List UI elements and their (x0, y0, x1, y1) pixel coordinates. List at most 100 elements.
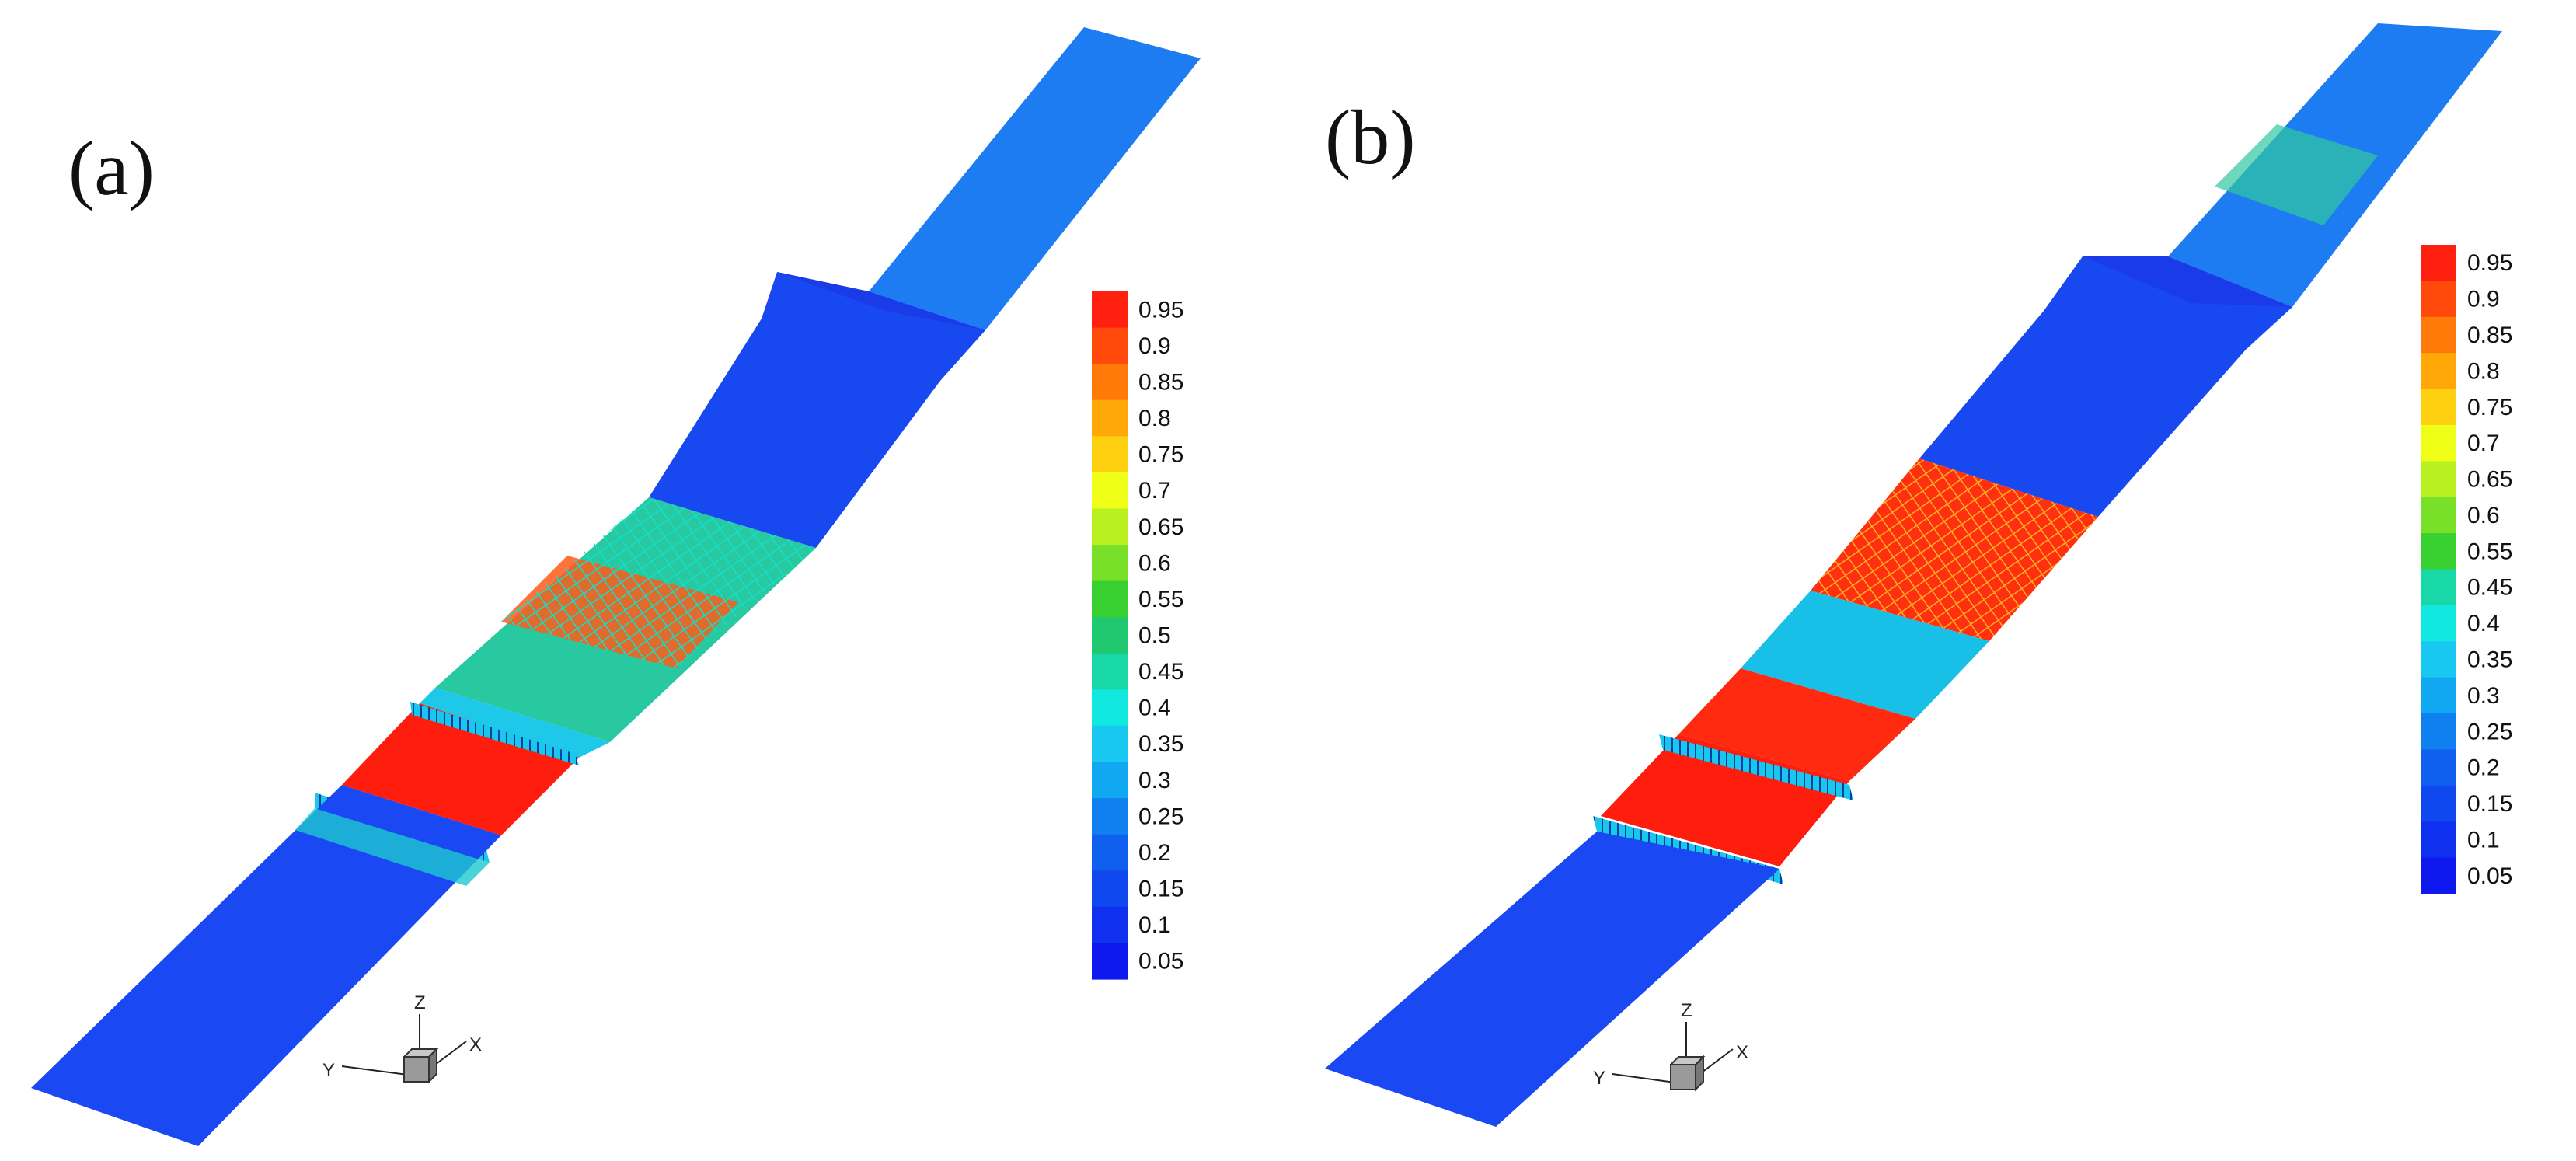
panel-b-colorbar-swatch (2421, 605, 2456, 642)
panel-b-colorbar-tick-label: 0.9 (2467, 287, 2500, 312)
panel-b-colorbar-swatch (2421, 821, 2456, 859)
panel-a-colorbar-tick-label: 0.35 (1138, 731, 1183, 757)
panel-b-colorbar-swatch (2421, 713, 2456, 751)
panel-a-colorbar-tick-label: 0.3 (1138, 768, 1171, 793)
panel-a-colorbar-swatch (1092, 762, 1128, 799)
panel-b-axes-triad: Z X Y (1593, 1000, 1748, 1092)
panel-a-colorbar-tick-label: 0.05 (1138, 949, 1183, 974)
panel-a: (a) 0.950.90.850.80.750.70.650.60.550.50… (31, 27, 1201, 1146)
panel-b-colorbar-tick-label: 0.55 (2467, 539, 2512, 564)
panel-b-colorbar-tick-label: 0.65 (2467, 467, 2512, 493)
panel-b-colorbar-swatch (2421, 245, 2456, 281)
panel-a-colorbar-swatch (1092, 545, 1128, 582)
panel-b-colorbar-tick-label: 0.95 (2467, 250, 2512, 276)
panel-b-fence-upper (1659, 734, 1853, 800)
panel-b-vegetation-grid (1811, 458, 2098, 641)
panel-b-mid-zone (1741, 591, 1989, 719)
panel-b-colorbar-tick-label: 0.1 (2467, 827, 2500, 852)
panel-b-red-zone-upper (1678, 668, 1915, 781)
panel-a-colorbar-swatch (1092, 653, 1128, 690)
panel-b-colorbar-swatch (2421, 857, 2456, 894)
panel-a-colorbar-swatch (1092, 291, 1128, 329)
panel-a-colorbar: 0.95 0.9 0.85 0.8 0.75 0.7 0.65 0.6 0.55 0.5 0.45 0… (1092, 291, 1183, 980)
panel-a-colorbar-swatch (1092, 327, 1128, 364)
panel-b-lower-plate (1325, 832, 1779, 1127)
panel-a-label: (a) (68, 125, 155, 211)
panel-b-hump (1919, 256, 2292, 517)
panel-a-colorbar-tick-label: 0.4 (1138, 696, 1171, 721)
panel-b: (b) 0.95 0.9 0.85 0.8 0.75 0.7 0.65 0.6 0.55 0.45… (1325, 23, 2512, 1127)
panel-a-colorbar-swatch (1092, 725, 1128, 763)
panel-a-colorbar-swatch (1092, 364, 1128, 401)
panel-b-colorbar-swatch (2421, 281, 2456, 318)
panel-a-colorbar-swatch (1092, 906, 1128, 943)
panel-b-colorbar-tick-label: 0.3 (2467, 683, 2500, 709)
panel-a-colorbar-tick-label: 0.2 (1138, 840, 1171, 866)
panel-a-vegetation-grid (501, 497, 816, 668)
panel-b-colorbar-swatch (2421, 497, 2456, 534)
panel-a-lower-plate-band (295, 808, 490, 886)
panel-b-colorbar-tick-label: 0.4 (2467, 611, 2500, 636)
panel-b-colorbar-tick-label: 0.25 (2467, 719, 2512, 744)
panel-b-colorbar-tick-label: 0.35 (2467, 647, 2512, 673)
panel-b-colorbar-tick-label: 0.7 (2467, 431, 2500, 456)
panel-a-colorbar-tick-label: 0.8 (1138, 406, 1171, 431)
panel-b-label: (b) (1325, 94, 1416, 180)
panel-a-hump (649, 272, 985, 548)
panel-a-colorbar-swatch (1092, 943, 1128, 980)
panel-b-colorbar-tick-label: 0.05 (2467, 863, 2512, 889)
panel-b-hump-top (2083, 256, 2292, 307)
panel-a-colorbar-swatch (1092, 472, 1128, 510)
panel-a-red-zone (342, 703, 579, 835)
panel-a-colorbar-tick-label: 0.9 (1138, 333, 1171, 359)
panel-a-colorbar-tick-label: 0.65 (1138, 514, 1183, 540)
panel-a-colorbar-swatch (1092, 399, 1128, 437)
panel-a-colorbar-tick-label: 0.5 (1138, 623, 1171, 649)
panel-a-colorbar-swatch (1092, 436, 1128, 473)
panel-b-colorbar-tick-label: 0.15 (2467, 791, 2512, 817)
panel-a-colorbar-swatch (1092, 580, 1128, 618)
panel-b-colorbar-swatch (2421, 569, 2456, 606)
panel-a-colorbar-swatch (1092, 798, 1128, 835)
panel-a-colorbar-tick-label: 0.1 (1138, 912, 1171, 938)
panel-b-upper-green (2215, 124, 2378, 225)
panel-b-axis-y: Y (1593, 1068, 1605, 1089)
panel-a-colorbar-tick-label: 0.85 (1138, 369, 1183, 395)
panel-a-colorbar-tick-label: 0.45 (1138, 659, 1183, 685)
panel-a-axis-y: Y (322, 1060, 335, 1081)
panel-b-colorbar-swatch (2421, 424, 2456, 462)
panel-a-fence-upper (410, 702, 579, 765)
panel-b-colorbar-swatch (2421, 353, 2456, 390)
panel-b-colorbar-swatch (2421, 389, 2456, 426)
panel-a-upper-plate (869, 27, 1201, 330)
panel-a-lower-plate (31, 785, 501, 1146)
panel-b-colorbar-swatch (2421, 785, 2456, 822)
panel-b-colorbar-tick-label: 0.8 (2467, 358, 2500, 384)
panel-b-colorbar: 0.95 0.9 0.85 0.8 0.75 0.7 0.65 0.6 0.55 0.45 0.4 0… (2421, 245, 2512, 894)
panel-a-colorbar-tick-label: 0.7 (1138, 478, 1171, 504)
panel-b-colorbar-tick-label: 0.45 (2467, 575, 2512, 601)
panel-b-axis-x: X (1736, 1042, 1748, 1063)
panel-a-colorbar-tick-label: 0.55 (1138, 587, 1183, 612)
panel-b-colorbar-tick-label: 0.85 (2467, 322, 2512, 348)
panel-a-hump-top (777, 272, 985, 330)
panel-a-colorbar-swatch (1092, 508, 1128, 546)
panel-a-colorbar-tick-label: 0.75 (1138, 442, 1183, 468)
panel-b-colorbar-tick-label: 0.6 (2467, 503, 2500, 528)
panel-b-colorbar-tick-label: 0.75 (2467, 395, 2512, 420)
panel-a-axis-x: X (469, 1034, 482, 1055)
panel-b-axis-z: Z (1681, 1000, 1692, 1021)
panel-a-colorbar-swatch (1092, 834, 1128, 871)
panel-b-colorbar-swatch (2421, 316, 2456, 354)
panel-b-colorbar-swatch (2421, 461, 2456, 498)
panel-a-colorbar-swatch (1092, 617, 1128, 654)
panel-b-colorbar-swatch (2421, 533, 2456, 570)
panel-a-colorbar-swatch (1092, 689, 1128, 727)
panel-a-axes-triad: Z X Y (322, 992, 482, 1084)
panel-a-axis-z: Z (414, 992, 426, 1013)
panel-a-colorbar-tick-label: 0.15 (1138, 877, 1183, 902)
panel-a-colorbar-tick-label: 0.6 (1138, 550, 1171, 576)
panel-a-mid-zone (420, 688, 610, 758)
panel-a-colorbar-swatch (1092, 870, 1128, 908)
